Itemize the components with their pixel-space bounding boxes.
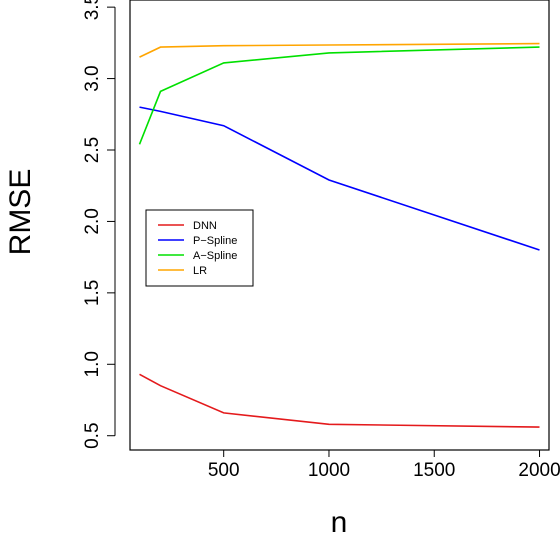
legend-box — [145, 209, 254, 287]
y-tick-label: 1.0 — [82, 351, 103, 377]
y-tick-label: 1.5 — [82, 280, 103, 306]
x-tick-label: 1000 — [308, 460, 350, 481]
y-tick-label: 2.0 — [82, 208, 103, 234]
legend-label-dnn: DNN — [193, 220, 217, 232]
series-line-a-spline — [138, 46, 540, 145]
y-tick-label: 3.5 — [82, 0, 103, 20]
y-axis-label: RMSE — [4, 169, 37, 256]
legend-label-p-spline: P−Spline — [193, 235, 237, 247]
y-tick-label: 0.5 — [82, 422, 103, 448]
series-layer — [138, 42, 540, 428]
series-line-dnn — [139, 373, 540, 428]
y-tick-label: 3.0 — [82, 65, 103, 91]
legend: DNN P−Spline A−Spline LR — [145, 209, 254, 287]
y-axis: 0.5 1.0 1.5 2.0 2.5 3.0 3.5 — [82, 0, 116, 449]
x-tick-label: 1500 — [413, 460, 455, 481]
legend-label-lr: LR — [193, 265, 207, 277]
series-line-lr — [139, 42, 540, 58]
x-tick-label: 500 — [208, 460, 240, 481]
x-axis: 500 1000 1500 2000 — [208, 449, 560, 481]
y-tick-label: 2.5 — [82, 137, 103, 163]
x-tick-label: 2000 — [518, 460, 560, 481]
x-axis-label: n — [331, 506, 348, 536]
legend-label-a-spline: A−Spline — [193, 250, 237, 262]
